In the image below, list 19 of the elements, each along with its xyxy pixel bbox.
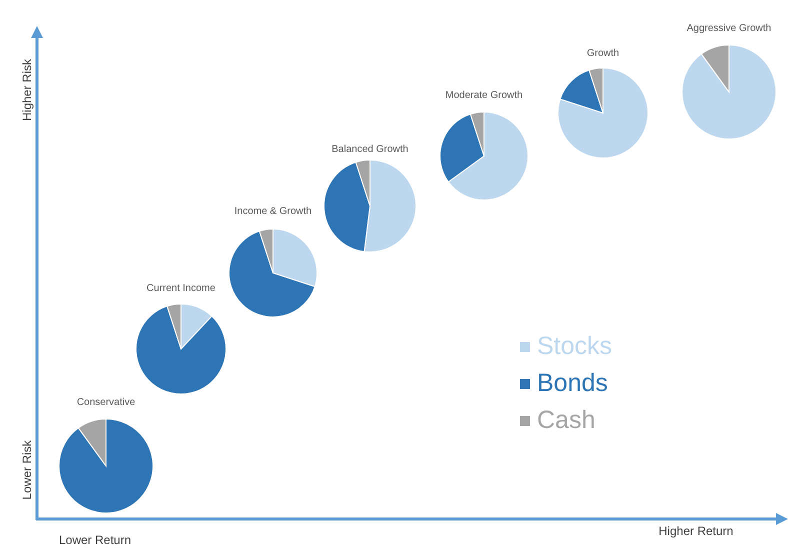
legend-label: Stocks bbox=[537, 331, 612, 362]
chart-title: Moderate Growth bbox=[444, 90, 524, 101]
text: Conservative bbox=[76, 397, 136, 408]
text: Lower Return bbox=[58, 532, 132, 548]
pie-slice bbox=[136, 306, 226, 394]
chart-title: Current Income bbox=[146, 283, 216, 294]
pie-slice bbox=[228, 230, 316, 318]
chart-title: Balanced Growth bbox=[330, 144, 410, 155]
pie-slice bbox=[558, 68, 648, 158]
text: Lower Risk bbox=[19, 439, 35, 502]
text: Higher Risk bbox=[19, 58, 35, 124]
pie-slice bbox=[58, 418, 154, 514]
pie-slice bbox=[682, 44, 776, 140]
chart-title: Income & Growth bbox=[233, 206, 313, 217]
legend-label: Bonds bbox=[537, 368, 608, 399]
text: Higher Return bbox=[658, 523, 734, 539]
chart-title: Aggressive Growth bbox=[686, 23, 772, 34]
legend-label: Cash bbox=[537, 405, 596, 436]
chart-title: Growth bbox=[586, 48, 620, 59]
